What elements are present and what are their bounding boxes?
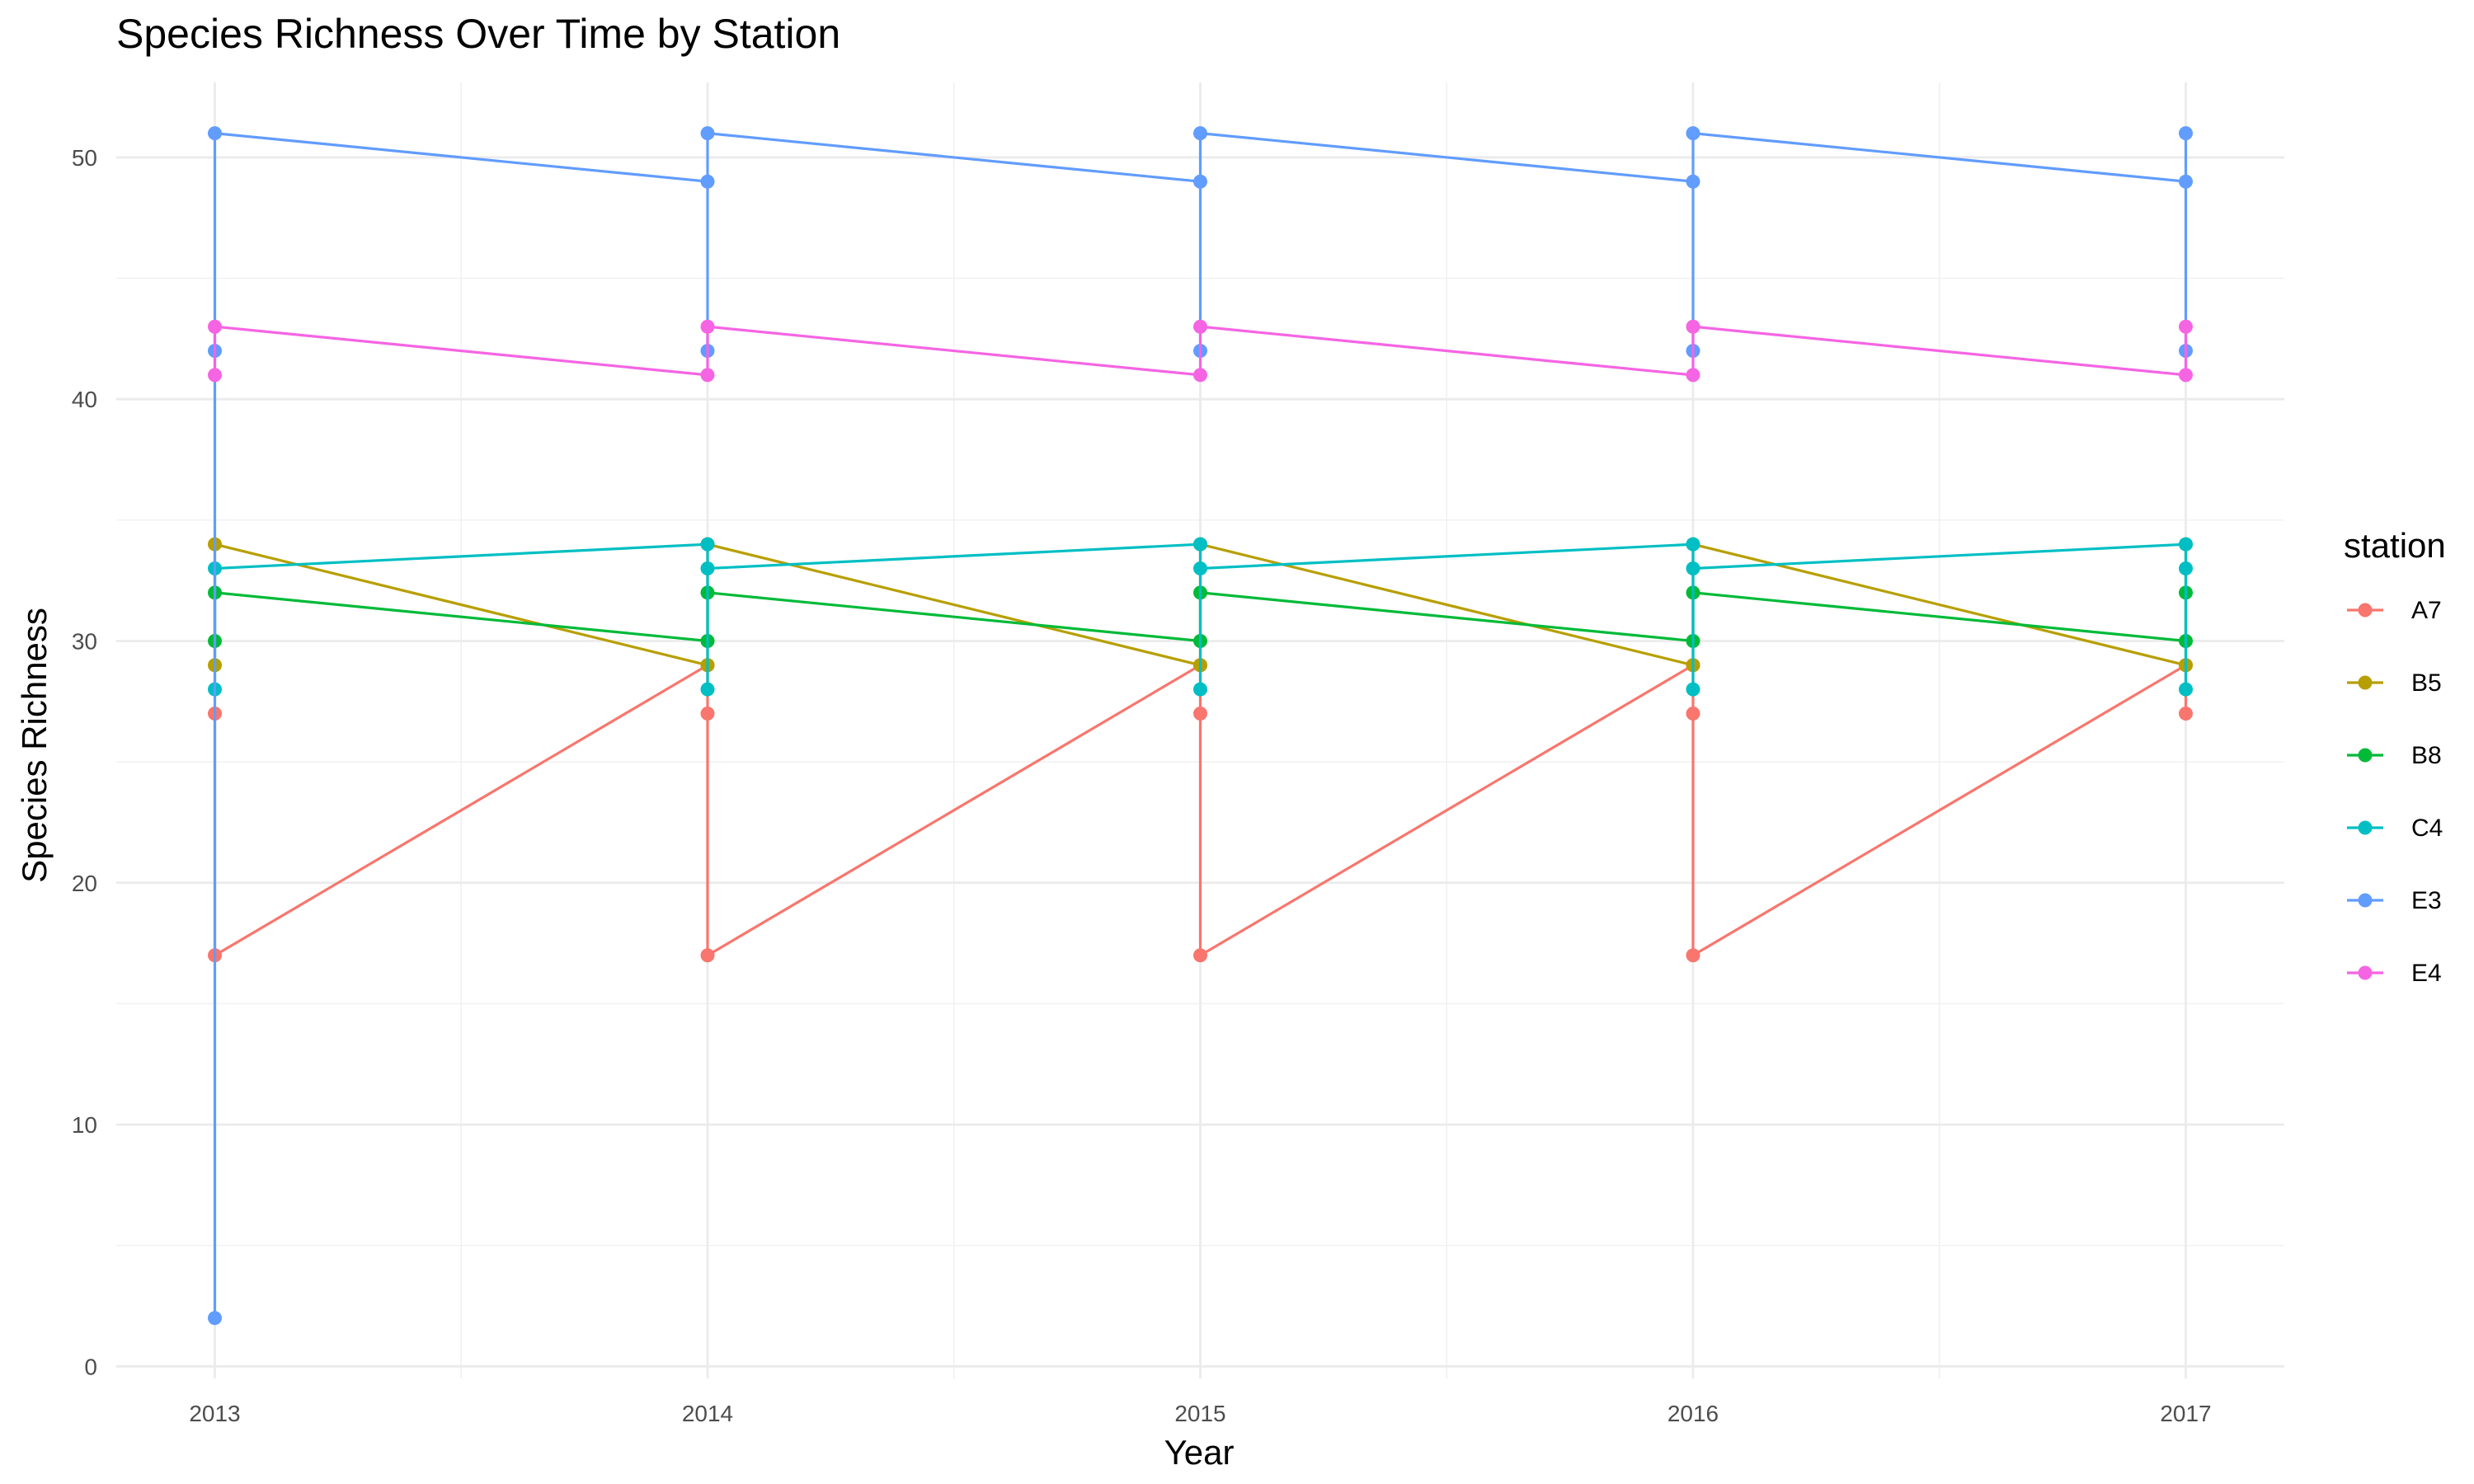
legend-label: E3 xyxy=(2411,887,2442,914)
series-A7 xyxy=(208,658,2193,963)
data-point-E4 xyxy=(1686,368,1700,383)
data-point-E3 xyxy=(208,1311,222,1326)
data-point-C4 xyxy=(1686,682,1700,697)
data-point-E3 xyxy=(700,174,715,189)
y-tick-label: 10 xyxy=(72,1112,97,1138)
data-point-C4 xyxy=(1193,561,1207,575)
data-point-C4 xyxy=(700,561,715,575)
data-point-C4 xyxy=(1193,537,1207,552)
legend-label: A7 xyxy=(2411,597,2442,624)
data-point-E3 xyxy=(208,126,222,141)
data-point-E4 xyxy=(2179,368,2193,383)
data-point-A7 xyxy=(1686,948,1700,963)
data-point-E3 xyxy=(1193,126,1207,141)
axis-ticks: 2013 2014 2015 2016 2017 0 10 20 30 40 50 xyxy=(72,145,2212,1426)
legend-key-point xyxy=(2358,965,2373,980)
data-point-C4 xyxy=(2179,537,2193,552)
chart-title: Species Richness Over Time by Station xyxy=(116,11,840,57)
legend-item-E4: E4 xyxy=(2347,960,2442,987)
data-point-E4 xyxy=(208,368,222,383)
data-point-E4 xyxy=(700,368,715,383)
y-tick-label: 40 xyxy=(72,387,97,412)
y-tick-label: 50 xyxy=(72,145,97,171)
x-tick-label: 2015 xyxy=(1174,1401,1225,1426)
data-point-E3 xyxy=(1193,174,1207,189)
legend-key-point xyxy=(2358,675,2373,690)
data-point-A7 xyxy=(700,948,715,963)
series-line-E4 xyxy=(213,325,2188,377)
data-point-C4 xyxy=(1686,561,1700,575)
x-tick-label: 2013 xyxy=(189,1401,240,1426)
data-point-A7 xyxy=(700,706,715,721)
y-tick-label: 20 xyxy=(72,871,97,896)
data-point-E4 xyxy=(700,319,715,334)
legend-title: station xyxy=(2344,526,2446,565)
legend-items: A7 B5 B8 C4 E3 E4 xyxy=(2347,597,2443,987)
data-point-E4 xyxy=(2179,319,2193,334)
legend-item-B5: B5 xyxy=(2347,669,2442,697)
data-point-E4 xyxy=(1193,319,1207,334)
data-point-E3 xyxy=(2179,174,2193,189)
legend-key-point xyxy=(2358,820,2373,835)
x-tick-label: 2014 xyxy=(682,1401,733,1426)
data-point-A7 xyxy=(1193,948,1207,963)
x-axis-label: Year xyxy=(1164,1433,1235,1472)
data-point-E3 xyxy=(1686,174,1700,189)
data-point-E4 xyxy=(208,319,222,334)
y-axis-label: Species Richness xyxy=(15,608,54,883)
legend-label: C4 xyxy=(2411,815,2443,842)
legend-key-point xyxy=(2358,603,2373,618)
data-point-C4 xyxy=(700,682,715,697)
series-C4 xyxy=(208,537,2193,697)
series-layer xyxy=(208,126,2193,1326)
legend-item-C4: C4 xyxy=(2347,815,2443,842)
data-point-E3 xyxy=(2179,126,2193,141)
data-point-A7 xyxy=(1193,706,1207,721)
data-point-C4 xyxy=(1193,682,1207,697)
legend-label: B8 xyxy=(2411,742,2442,769)
legend-item-E3: E3 xyxy=(2347,887,2442,914)
legend-item-A7: A7 xyxy=(2347,597,2442,624)
data-point-C4 xyxy=(1686,537,1700,552)
data-point-E3 xyxy=(700,126,715,141)
legend-label: B5 xyxy=(2411,669,2442,697)
x-tick-label: 2016 xyxy=(1667,1401,1719,1426)
legend-key-point xyxy=(2358,748,2373,763)
legend-item-B8: B8 xyxy=(2347,742,2442,769)
data-point-E4 xyxy=(1686,319,1700,334)
data-point-A7 xyxy=(1686,706,1700,721)
y-tick-label: 30 xyxy=(72,628,97,654)
data-point-E4 xyxy=(1193,368,1207,383)
data-point-C4 xyxy=(2179,682,2193,697)
data-point-C4 xyxy=(2179,561,2193,575)
x-tick-label: 2017 xyxy=(2160,1401,2211,1426)
data-point-A7 xyxy=(2179,706,2193,721)
legend: station A7 B5 B8 C4 E3 E4 xyxy=(2344,526,2446,987)
data-point-C4 xyxy=(700,537,715,552)
series-E4 xyxy=(208,319,2193,383)
legend-label: E4 xyxy=(2411,960,2442,987)
data-point-E3 xyxy=(1686,126,1700,141)
legend-key-point xyxy=(2358,893,2373,908)
y-tick-label: 0 xyxy=(84,1354,97,1379)
